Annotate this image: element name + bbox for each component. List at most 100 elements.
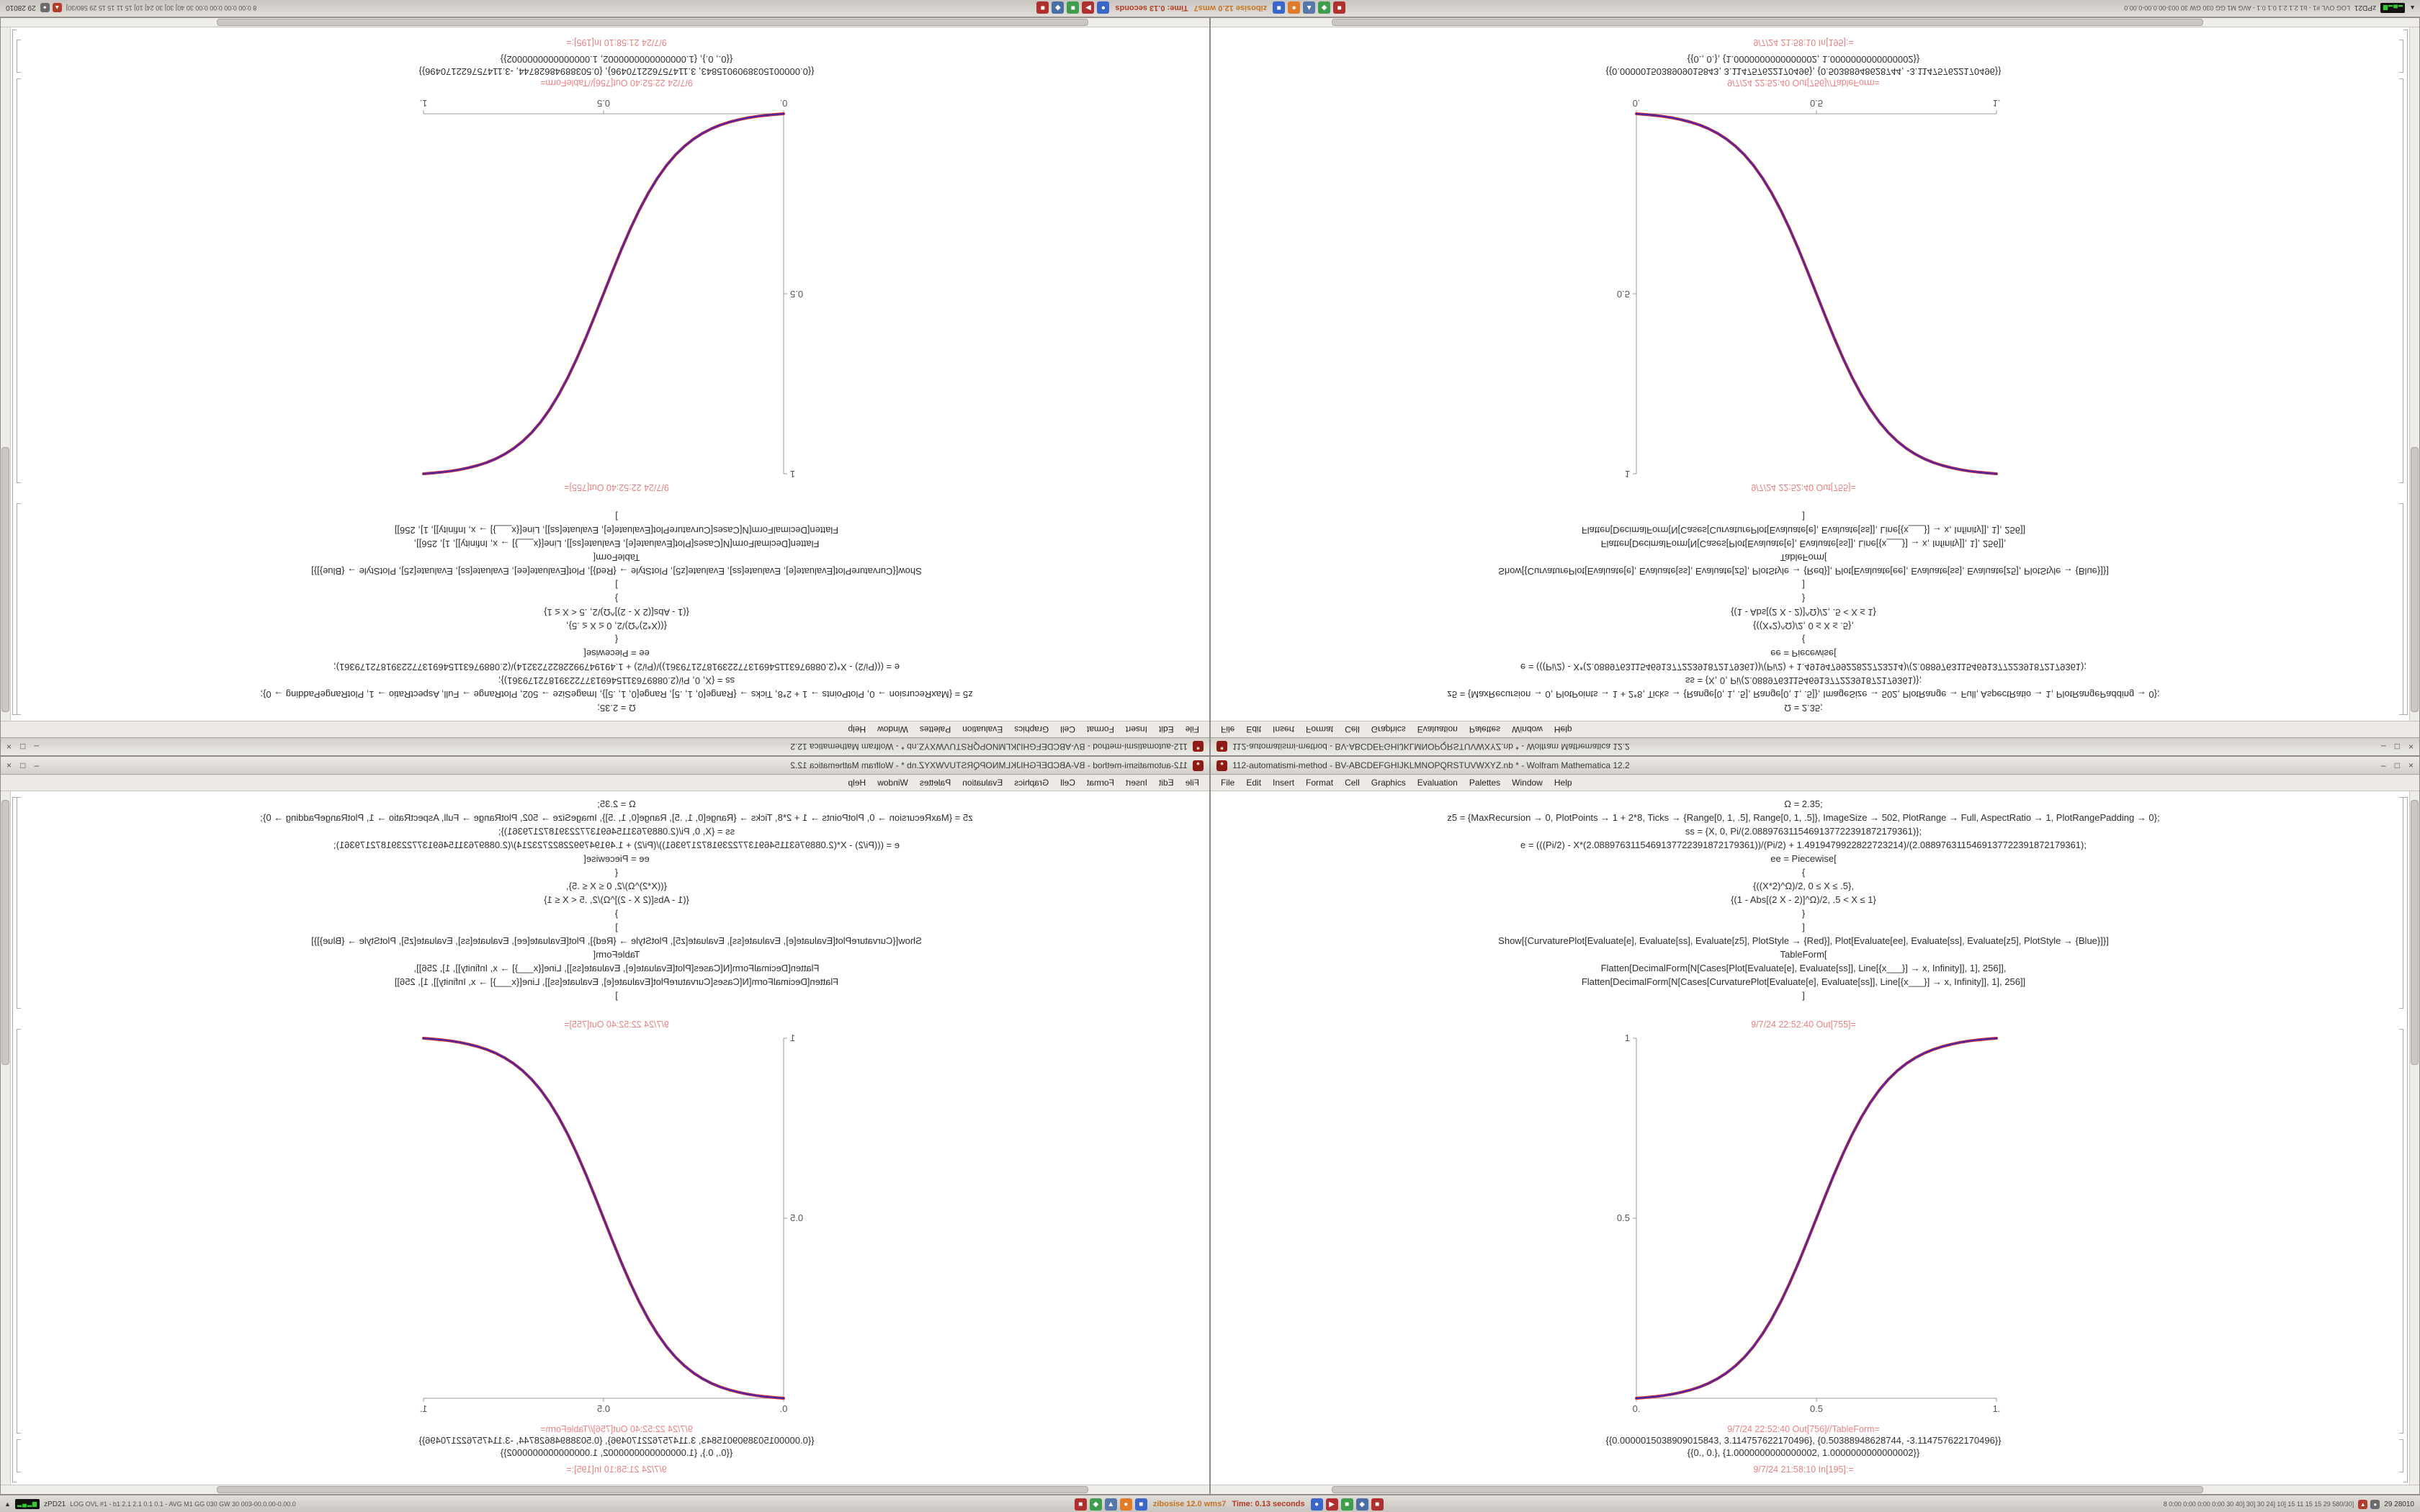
notebook-content[interactable]: Ω = 2.35; z5 = {MaxRecursion → 0, PlotPoi… [24, 791, 1209, 1485]
input-code-line[interactable]: { [1801, 867, 1806, 878]
app-icon-browser[interactable]: ● [1288, 1, 1301, 14]
app-icon-chat[interactable]: ● [1310, 1498, 1323, 1511]
input-code-line[interactable]: ee = Piecewise[ [1770, 648, 1837, 659]
minimize-button[interactable]: – [34, 742, 39, 752]
input-code-line[interactable]: TableForm[ [593, 949, 640, 960]
cell-bracket[interactable] [2399, 1029, 2403, 1434]
input-cell[interactable]: Ω = 2.35; z5 = {MaxRecursion → 0, PlotPoi… [24, 797, 1209, 1002]
horizontal-scrollbar-thumb[interactable] [1331, 1486, 2203, 1493]
input-code-line[interactable]: ss = {X, 0, Pi/(2.0889763115469137722391… [1685, 826, 1922, 837]
input-code-line[interactable]: {((X*2)^Ω)/2, 0 ≤ X ≤ .5}, [1753, 881, 1854, 891]
maximize-button[interactable]: □ [2394, 742, 2400, 752]
app-icon-terminal[interactable]: ■ [1074, 1498, 1087, 1511]
horizontal-scrollbar-thumb[interactable] [1331, 19, 2203, 26]
app-icon-chat[interactable]: ● [1097, 1, 1110, 14]
tableform-output-cell[interactable]: {{0.0000015038909015843, 3.1147576221704… [24, 1434, 1209, 1459]
input-code-line[interactable]: Flatten[DecimalForm[N[Cases[Plot[Evaluat… [413, 963, 820, 973]
menu-item[interactable]: Edit [1158, 724, 1174, 734]
input-code-line[interactable]: Show[{CurvaturePlot[Evaluate[e], Evaluat… [311, 566, 922, 577]
input-code-line[interactable]: ] [1802, 580, 1805, 590]
window-titlebar[interactable]: * 112-automatismi-method - BV-ABCDEFGHIJ… [1211, 757, 2419, 775]
menu-item[interactable]: Window [877, 778, 908, 788]
input-code-line[interactable]: Ω = 2.35; [597, 798, 636, 809]
input-code-line[interactable]: Flatten[DecimalForm[N[Cases[CurvaturePlo… [394, 976, 839, 987]
input-code-line[interactable]: Flatten[DecimalForm[N[Cases[CurvaturePlo… [1581, 976, 2026, 987]
input-code-line[interactable]: TableForm[ [1780, 949, 1827, 960]
input-code-line[interactable]: ee = Piecewise[ [1770, 853, 1837, 864]
menu-item[interactable]: Cell [1060, 778, 1075, 788]
input-code-line[interactable]: ] [1802, 511, 1805, 522]
app-icon-media[interactable]: ▶ [1325, 1498, 1338, 1511]
notebook-content[interactable]: Ω = 2.35; z5 = {MaxRecursion → 0, PlotPoi… [24, 27, 1209, 721]
horizontal-scrollbar-thumb[interactable] [217, 1486, 1089, 1493]
cell-bracket[interactable] [2399, 797, 2403, 1009]
app-icon-stop[interactable]: ■ [1036, 1, 1049, 14]
input-code-line[interactable]: Ω = 2.35; [1784, 703, 1823, 714]
minimize-button[interactable]: – [34, 760, 39, 770]
input-code-line[interactable]: { [614, 867, 619, 878]
cell-bracket[interactable] [17, 1029, 21, 1434]
menu-item[interactable]: File [1185, 778, 1199, 788]
cell-bracket[interactable] [2399, 1439, 2403, 1472]
menu-item[interactable]: Palettes [1469, 724, 1501, 734]
app-icon-docs[interactable]: ◆ [1052, 1, 1065, 14]
input-code-line[interactable]: Flatten[DecimalForm[N[Cases[CurvaturePlo… [1581, 525, 2026, 536]
input-code-line[interactable]: ] [615, 580, 618, 590]
input-code-line[interactable]: Show[{CurvaturePlot[Evaluate[e], Evaluat… [1498, 566, 2109, 577]
menu-item[interactable]: Graphics [1371, 778, 1406, 788]
menu-item[interactable]: Graphics [1014, 724, 1049, 734]
notebook-content[interactable]: Ω = 2.35; z5 = {MaxRecursion → 0, PlotPoi… [1211, 27, 2396, 721]
horizontal-scrollbar[interactable] [1, 1485, 1209, 1494]
app-icon-editor[interactable]: ▲ [1104, 1498, 1117, 1511]
cell-group-bracket[interactable] [2403, 797, 2408, 1482]
vertical-scrollbar[interactable] [2409, 27, 2419, 721]
tray-volume-icon[interactable]: ● [40, 3, 50, 13]
menu-item[interactable]: Edit [1246, 724, 1262, 734]
app-icon-files[interactable]: ◆ [1318, 1, 1331, 14]
input-cell[interactable]: Ω = 2.35; z5 = {MaxRecursion → 0, PlotPoi… [24, 510, 1209, 715]
menu-item[interactable]: Palettes [919, 724, 951, 734]
vertical-scrollbar-thumb[interactable] [2411, 447, 2419, 712]
menu-item[interactable]: Graphics [1371, 724, 1406, 734]
app-icon-system[interactable]: ■ [1340, 1498, 1353, 1511]
app-icon-mail[interactable]: ■ [1134, 1498, 1147, 1511]
cell-bracket[interactable] [17, 1439, 21, 1472]
input-cell[interactable]: Ω = 2.35; z5 = {MaxRecursion → 0, PlotPoi… [1211, 510, 2396, 715]
close-button[interactable]: × [6, 742, 12, 752]
menu-item[interactable]: Cell [1060, 724, 1075, 734]
input-code-line[interactable]: ee = Piecewise[ [583, 648, 650, 659]
window-titlebar[interactable]: * 112-automatismi-method - BV-ABCDEFGHIJ… [1, 757, 1209, 775]
input-code-line[interactable]: {((X*2)^Ω)/2, 0 ≤ X ≤ .5}, [566, 881, 667, 891]
vertical-scrollbar-thumb[interactable] [2411, 800, 2419, 1065]
vertical-scrollbar-thumb[interactable] [1, 800, 9, 1065]
cell-group-bracket[interactable] [12, 30, 17, 715]
window-titlebar[interactable]: * 112-automatismi-method - BV-ABCDEFGHIJ… [1, 737, 1209, 755]
tray-network-icon[interactable]: ▲ [2358, 1499, 2368, 1509]
maximize-button[interactable]: □ [20, 742, 26, 752]
menu-item[interactable]: Evaluation [1417, 778, 1458, 788]
input-code-line[interactable]: Ω = 2.35; [1784, 798, 1823, 809]
menu-item[interactable]: Format [1306, 724, 1334, 734]
input-code-line[interactable]: Show[{CurvaturePlot[Evaluate[e], Evaluat… [1498, 935, 2109, 946]
app-icon-mail[interactable]: ■ [1273, 1, 1286, 14]
menu-item[interactable]: Window [1512, 724, 1543, 734]
horizontal-scrollbar-thumb[interactable] [217, 19, 1089, 26]
app-icon-stop[interactable]: ■ [1371, 1498, 1384, 1511]
input-code-line[interactable]: Flatten[DecimalForm[N[Cases[Plot[Evaluat… [1600, 539, 2007, 549]
close-button[interactable]: × [2408, 760, 2414, 770]
tray-network-icon[interactable]: ▲ [52, 3, 62, 13]
menu-item[interactable]: Edit [1158, 778, 1174, 788]
app-icon-terminal[interactable]: ■ [1333, 1, 1346, 14]
input-code-line[interactable]: e = (((Pi/2) - X*(2.08897631154691377223… [333, 840, 900, 850]
input-code-line[interactable]: ] [1802, 990, 1805, 1001]
vertical-scrollbar[interactable] [1, 27, 11, 721]
menu-item[interactable]: Help [848, 778, 866, 788]
close-button[interactable]: × [2408, 742, 2414, 752]
horizontal-scrollbar[interactable] [1, 18, 1209, 27]
input-code-line[interactable]: ee = Piecewise[ [583, 853, 650, 864]
input-code-line[interactable]: Flatten[DecimalForm[N[Cases[Plot[Evaluat… [1600, 963, 2007, 973]
input-code-line[interactable]: {(1 - Abs[(2 X - 2)]^Ω)/2, .5 < X ≤ 1} [1731, 894, 1876, 905]
menu-item[interactable]: Insert [1273, 724, 1295, 734]
input-code-line[interactable]: {(1 - Abs[(2 X - 2)]^Ω)/2, .5 < X ≤ 1} [544, 894, 689, 905]
app-icon-editor[interactable]: ▲ [1303, 1, 1316, 14]
